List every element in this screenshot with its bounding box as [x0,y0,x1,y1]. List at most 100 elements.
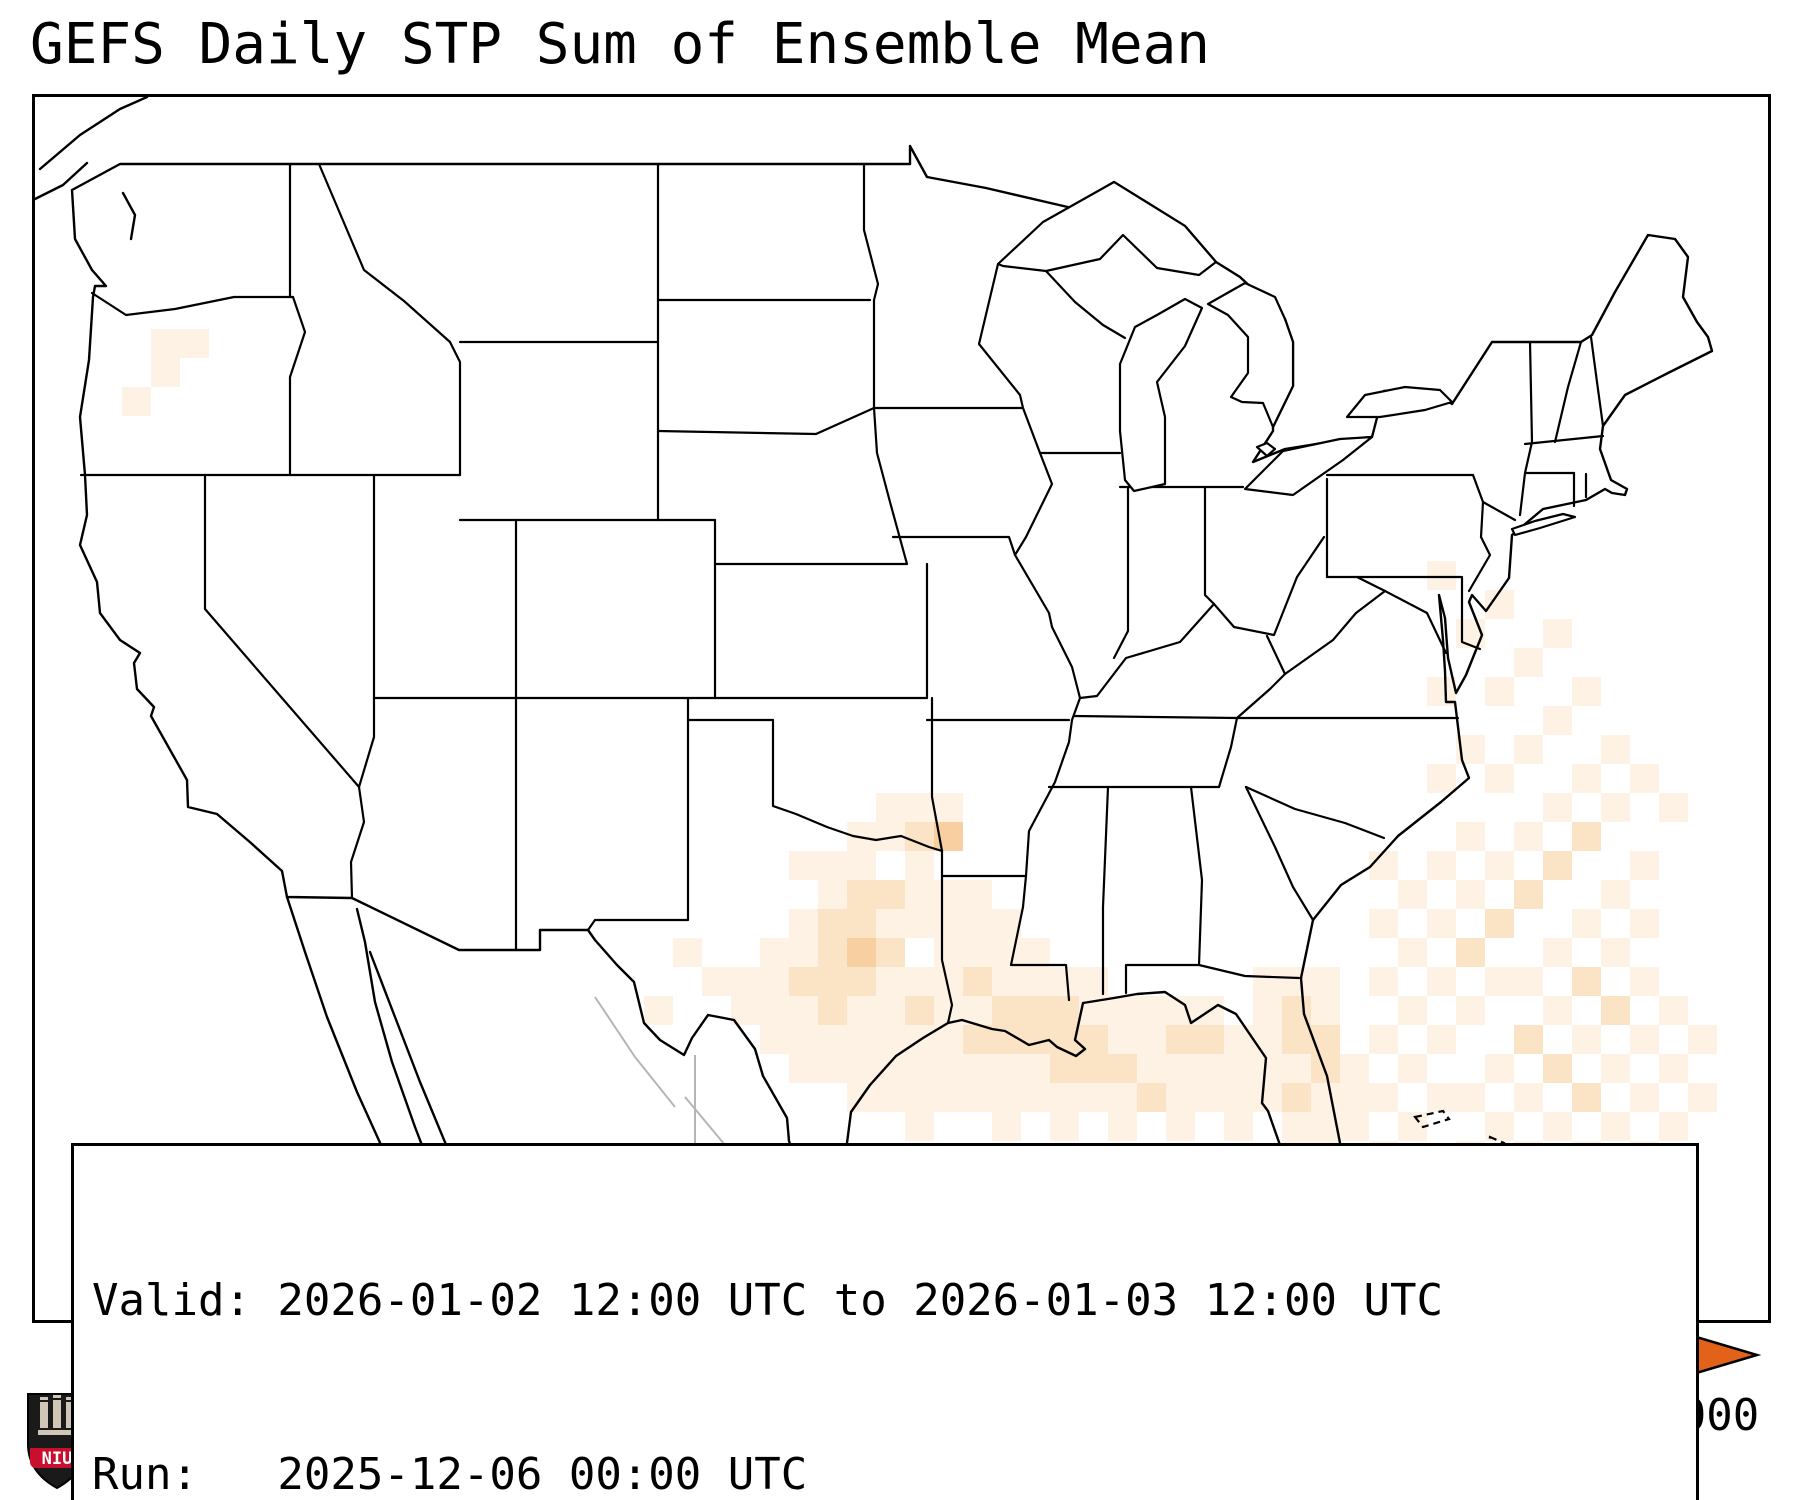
stp-cell [1485,967,1514,996]
stp-cell [1166,1083,1195,1112]
stp-cell [1572,822,1601,851]
stp-cell [1514,880,1543,909]
stp-cell [1108,1083,1137,1112]
stp-cell [1659,1112,1688,1141]
stp-cell [1427,851,1456,880]
stp-cell [934,1083,963,1112]
stp-cell [876,1083,905,1112]
stp-cell [1050,967,1079,996]
stp-cell [963,880,992,909]
stp-cell [1659,793,1688,822]
stp-cell [1688,1083,1717,1112]
stp-cell [1572,764,1601,793]
stp-cell [1137,1083,1166,1112]
stp-cell [963,967,992,996]
conus-coastline [70,144,1714,1225]
long-island [1510,512,1577,537]
stp-cell [1050,1112,1079,1141]
stp-cell [1398,938,1427,967]
stp-cell [1398,880,1427,909]
stp-cell [760,996,789,1025]
stp-cell [934,793,963,822]
stp-cell [934,909,963,938]
stp-cell [1021,1083,1050,1112]
stp-cell [847,909,876,938]
stp-cell [992,1083,1021,1112]
stp-cell [905,793,934,822]
stp-cell [876,938,905,967]
stp-cell [963,1025,992,1054]
stp-cell [1601,880,1630,909]
stp-cell [1427,909,1456,938]
stp-cell [1311,1025,1340,1054]
stp-cell [1369,967,1398,996]
stp-cell [1572,1025,1601,1054]
stp-cell [1601,793,1630,822]
stp-cell [1543,851,1572,880]
stp-cell [789,909,818,938]
stp-cell [963,1054,992,1083]
stp-cell [1369,1083,1398,1112]
stp-cell [818,938,847,967]
stp-cell [1456,1083,1485,1112]
stp-cell [760,1025,789,1054]
stp-cell [1485,677,1514,706]
stp-cell [1514,1025,1543,1054]
stp-cell [122,387,151,416]
great-lakes [996,180,1454,497]
stp-cell [992,1112,1021,1141]
stp-cell [1630,909,1659,938]
stp-cell [1572,677,1601,706]
logo-castle-icon [38,1395,76,1435]
stp-cell [1485,851,1514,880]
stp-cell [789,1054,818,1083]
stp-cell [1021,1054,1050,1083]
stp-cell [1514,967,1543,996]
stp-cell [789,967,818,996]
stp-cell [1456,996,1485,1025]
stp-cell [934,880,963,909]
us-map [35,97,1717,1320]
stp-cell [847,851,876,880]
stp-cell [876,996,905,1025]
stp-cell [760,967,789,996]
stp-cell [847,967,876,996]
stp-cell [1050,1083,1079,1112]
stp-cell [1601,938,1630,967]
stp-cell [1340,1083,1369,1112]
stp-cell [1311,1054,1340,1083]
stp-cell [905,967,934,996]
stp-cell [1108,996,1137,1025]
stp-cell [1369,851,1398,880]
stp-cell [1514,735,1543,764]
stp-cell [1253,967,1282,996]
state-borders [79,162,1605,1025]
stp-cell [1166,1054,1195,1083]
stp-cell [818,909,847,938]
stp-cell [1601,1112,1630,1141]
stp-cell [1224,1083,1253,1112]
stp-cell [1282,1083,1311,1112]
stp-cell [760,938,789,967]
stp-cell [905,851,934,880]
stp-cell [1195,1025,1224,1054]
stp-cell [731,996,760,1025]
stp-cell [1485,764,1514,793]
stp-cell [1282,1054,1311,1083]
stp-shading-layer [122,329,1717,1286]
stp-cell [1282,1112,1311,1141]
stp-cell [1630,1025,1659,1054]
stp-cell [1572,909,1601,938]
stp-cell [1253,1054,1282,1083]
stp-cell [1021,938,1050,967]
stp-cell [876,793,905,822]
valid-time-text: Valid: 2026-01-02 12:00 UTC to 2026-01-0… [92,1275,1444,1327]
stp-cell [1166,1112,1195,1141]
stp-cell [1572,1083,1601,1112]
stp-cell [905,1083,934,1112]
stp-cell [847,996,876,1025]
stp-cell [876,880,905,909]
stp-cell [1485,1054,1514,1083]
stp-cell [1543,793,1572,822]
